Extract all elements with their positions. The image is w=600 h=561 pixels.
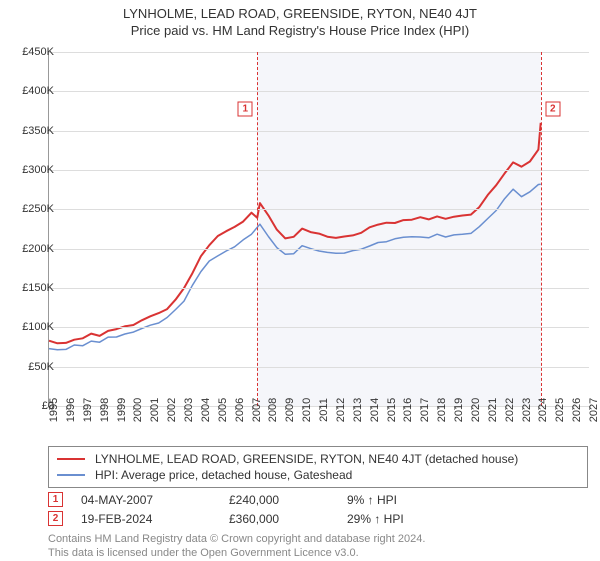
x-tick-label: 1996	[65, 398, 77, 422]
y-tick-label: £50K	[10, 361, 54, 373]
legend-label-1: LYNHOLME, LEAD ROAD, GREENSIDE, RYTON, N…	[95, 452, 518, 466]
legend-row-series-2: HPI: Average price, detached house, Gate…	[57, 467, 579, 483]
sale-row-pct: 9% ↑ HPI	[347, 493, 397, 507]
sale-marker-2: 2	[545, 101, 560, 116]
x-tick-label: 2012	[335, 398, 347, 422]
attribution-line-1: Contains HM Land Registry data © Crown c…	[48, 532, 588, 546]
x-tick-label: 2023	[521, 398, 533, 422]
x-tick-label: 2007	[251, 398, 263, 422]
chart-subtitle: Price paid vs. HM Land Registry's House …	[0, 21, 600, 38]
chart-container: LYNHOLME, LEAD ROAD, GREENSIDE, RYTON, N…	[0, 0, 600, 560]
x-tick-label: 2016	[402, 398, 414, 422]
x-tick-label: 2018	[436, 398, 448, 422]
y-tick-label: £350K	[10, 125, 54, 137]
legend-swatch-2	[57, 474, 85, 476]
y-tick-label: £450K	[10, 46, 54, 58]
x-tick-label: 2009	[284, 398, 296, 422]
legend-row-series-1: LYNHOLME, LEAD ROAD, GREENSIDE, RYTON, N…	[57, 451, 579, 467]
sale-row-date: 19-FEB-2024	[81, 512, 211, 526]
legend-swatch-1	[57, 458, 85, 460]
x-tick-label: 1995	[48, 398, 60, 422]
sales-list: 1 04-MAY-2007 £240,000 9% ↑ HPI 2 19-FEB-2024…	[48, 492, 588, 526]
x-tick-label: 2013	[352, 398, 364, 422]
x-tick-label: 2008	[267, 398, 279, 422]
x-tick-label: 2011	[318, 398, 330, 422]
x-tick-label: 2002	[166, 398, 178, 422]
x-tick-label: 2000	[132, 398, 144, 422]
y-tick-label: £100K	[10, 321, 54, 333]
x-tick-label: 2003	[183, 398, 195, 422]
x-tick-label: 2006	[234, 398, 246, 422]
x-tick-label: 2014	[369, 398, 381, 422]
x-tick-label: 1997	[82, 398, 94, 422]
legend-box: LYNHOLME, LEAD ROAD, GREENSIDE, RYTON, N…	[48, 446, 588, 488]
sale-row: 2 19-FEB-2024 £360,000 29% ↑ HPI	[48, 511, 588, 526]
x-tick-label: 2024	[537, 398, 549, 422]
legend-and-footer: LYNHOLME, LEAD ROAD, GREENSIDE, RYTON, N…	[48, 446, 588, 561]
sale-row-price: £240,000	[229, 493, 329, 507]
x-tick-label: 2001	[149, 398, 161, 422]
x-tick-label: 2020	[470, 398, 482, 422]
x-tick-label: 2021	[487, 398, 499, 422]
x-tick-label: 2005	[217, 398, 229, 422]
y-tick-label: £400K	[10, 85, 54, 97]
x-tick-label: 2017	[419, 398, 431, 422]
sale-row: 1 04-MAY-2007 £240,000 9% ↑ HPI	[48, 492, 588, 507]
y-tick-label: £250K	[10, 203, 54, 215]
y-tick-label: £200K	[10, 243, 54, 255]
sale-marker-1: 1	[238, 101, 253, 116]
x-tick-label: 2022	[504, 398, 516, 422]
sale-row-price: £360,000	[229, 512, 329, 526]
x-tick-label: 2027	[588, 398, 600, 422]
x-tick-label: 2025	[554, 398, 566, 422]
attribution-line-2: This data is licensed under the Open Gov…	[48, 546, 588, 560]
sale-row-date: 04-MAY-2007	[81, 493, 211, 507]
line-series	[49, 52, 589, 406]
sale-row-pct: 29% ↑ HPI	[347, 512, 404, 526]
x-tick-label: 2015	[386, 398, 398, 422]
attribution: Contains HM Land Registry data © Crown c…	[48, 532, 588, 561]
sale-row-marker: 2	[48, 511, 63, 526]
x-tick-label: 2026	[571, 398, 583, 422]
x-tick-label: 1998	[99, 398, 111, 422]
sale-row-marker: 1	[48, 492, 63, 507]
chart-title: LYNHOLME, LEAD ROAD, GREENSIDE, RYTON, N…	[0, 0, 600, 21]
y-tick-label: £150K	[10, 282, 54, 294]
legend-label-2: HPI: Average price, detached house, Gate…	[95, 468, 352, 482]
x-tick-label: 1999	[116, 398, 128, 422]
x-tick-label: 2019	[453, 398, 465, 422]
x-tick-label: 2010	[301, 398, 313, 422]
y-tick-label: £300K	[10, 164, 54, 176]
x-tick-label: 2004	[200, 398, 212, 422]
plot-area: 12	[48, 52, 589, 407]
